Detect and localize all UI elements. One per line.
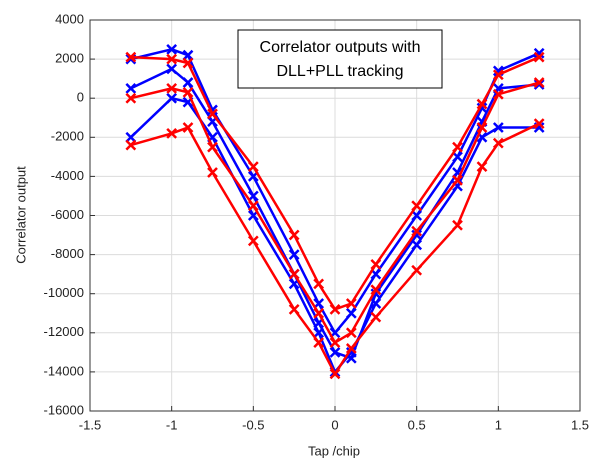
point-marker	[533, 47, 545, 59]
point-marker	[492, 69, 504, 81]
point-marker	[182, 49, 194, 61]
y-tick-label: -4000	[51, 168, 84, 183]
point-marker	[533, 77, 545, 88]
point-marker	[182, 77, 194, 88]
point-marker	[313, 278, 325, 290]
point-marker	[329, 303, 341, 315]
x-tick-label: 1	[495, 417, 502, 432]
y-tick-label: -14000	[44, 363, 84, 378]
point-marker	[329, 337, 341, 348]
point-marker	[247, 200, 259, 212]
point-marker	[288, 268, 300, 280]
point-marker	[345, 327, 357, 339]
point-marker	[411, 225, 423, 237]
point-marker	[329, 368, 341, 380]
y-tick-label: -6000	[51, 207, 84, 222]
point-marker	[125, 139, 137, 151]
y-tick-label: 4000	[55, 11, 84, 26]
x-axis-label: Tap /chip	[308, 443, 360, 458]
point-marker	[370, 311, 382, 323]
point-marker	[411, 239, 423, 251]
point-marker	[452, 151, 463, 163]
point-marker	[533, 51, 545, 63]
point-marker	[370, 258, 382, 270]
point-marker	[533, 118, 545, 129]
point-marker	[207, 167, 218, 178]
point-marker	[476, 122, 488, 133]
point-marker	[492, 137, 504, 149]
point-marker	[492, 122, 504, 133]
x-tick-label: 1.5	[571, 417, 589, 432]
y-tick-label: 0	[77, 90, 84, 105]
point-marker	[166, 83, 178, 94]
point-marker	[345, 298, 357, 309]
chart-title: Correlator outputs with	[260, 39, 421, 56]
point-marker	[182, 57, 194, 69]
point-marker	[476, 98, 488, 110]
y-axis-label: Correlator output	[13, 166, 28, 264]
point-marker	[247, 235, 259, 247]
point-marker	[452, 174, 463, 186]
point-marker	[411, 229, 423, 241]
x-tick-label: -1	[166, 417, 178, 432]
chart-title: DLL+PLL tracking	[276, 63, 403, 80]
point-marker	[476, 161, 488, 173]
point-marker	[182, 86, 194, 98]
point-marker	[207, 141, 218, 153]
point-marker	[329, 346, 341, 358]
point-marker	[411, 210, 423, 221]
y-tick-label: -8000	[51, 246, 84, 261]
point-marker	[411, 200, 423, 212]
point-marker	[370, 284, 382, 296]
point-marker	[288, 249, 300, 260]
point-marker	[166, 92, 178, 104]
point-marker	[247, 190, 259, 202]
point-marker	[125, 131, 137, 143]
point-marker	[125, 92, 137, 104]
x-tick-label: 0.5	[408, 417, 426, 432]
y-tick-label: 2000	[55, 51, 84, 66]
title-box	[237, 29, 443, 89]
point-marker	[166, 128, 178, 139]
point-marker	[166, 63, 178, 75]
y-tick-label: -12000	[44, 324, 84, 339]
x-tick-label: 0	[331, 417, 338, 432]
point-marker	[313, 307, 325, 319]
point-marker	[166, 53, 178, 65]
point-marker	[452, 141, 463, 153]
point-marker	[182, 122, 194, 133]
point-marker	[452, 219, 463, 231]
point-marker	[411, 264, 423, 276]
y-tick-label: -2000	[51, 129, 84, 144]
point-marker	[313, 337, 325, 348]
point-marker	[288, 229, 300, 241]
point-marker	[247, 161, 259, 173]
point-marker	[492, 88, 504, 100]
y-tick-label: -16000	[44, 402, 84, 417]
axes-box	[89, 19, 581, 412]
point-marker	[345, 343, 357, 354]
x-tick-label: -0.5	[242, 417, 264, 432]
point-marker	[125, 51, 137, 63]
point-marker	[345, 307, 357, 319]
point-marker	[125, 83, 137, 94]
x-tick-label: -1.5	[79, 417, 101, 432]
y-tick-label: -10000	[44, 285, 84, 300]
point-marker	[533, 79, 545, 90]
point-marker	[166, 43, 178, 55]
point-marker	[207, 108, 218, 120]
point-marker	[288, 303, 300, 315]
